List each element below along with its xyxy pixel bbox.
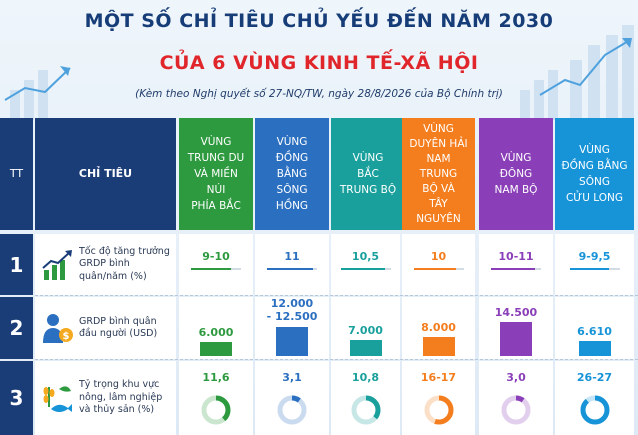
- cell-row2-col4: 8.000: [402, 297, 475, 359]
- grdp-bar: [276, 327, 308, 356]
- grdp-bar: [578, 341, 611, 356]
- agriculture-fish-icon: [43, 386, 72, 412]
- cell-value: 11,6: [202, 371, 230, 384]
- cell-value: 16-17: [420, 371, 457, 384]
- cell-row2-col1: 6.000: [179, 297, 253, 359]
- growth-bar: [267, 268, 313, 270]
- growth-bar: [340, 268, 385, 270]
- cell-value: 6.610: [577, 325, 612, 338]
- cell-value: 10-11: [498, 250, 534, 263]
- header-region-1: VÙNG TRUNG DU VÀ MIỀN NÚI PHÍA BẮC: [179, 118, 253, 230]
- growth-bar: [491, 268, 535, 270]
- grdp-bar: [349, 340, 382, 356]
- cell-row3-col5: 3,0: [479, 361, 553, 435]
- cell-row2-col3: 7.000: [331, 297, 400, 359]
- page-title-line2: CỦA 6 VÙNG KINH TẾ-XÃ HỘI: [159, 52, 479, 74]
- cell-value: 11: [284, 250, 300, 263]
- cell-row2-col6: 6.610: [555, 297, 634, 359]
- cell-row1-col2: 11: [255, 234, 329, 295]
- cell-row1-col4: 10: [402, 234, 475, 295]
- svg-text:$: $: [63, 331, 70, 342]
- cell-value: 10: [430, 250, 447, 263]
- donut-arc: [424, 395, 453, 425]
- agri-share-donut: [424, 395, 453, 425]
- header-region-3: VÙNG BẮC TRUNG BỘ: [331, 118, 405, 230]
- row-label-3: Tỷ trọng khu vực nông, lâm nghiệp và thủ…: [35, 361, 176, 435]
- cell-row3-col4: 16-17: [402, 361, 475, 435]
- cell-value: 14.500: [494, 306, 538, 319]
- row-label-text-2: GRDP bình quân đầu người (USD): [79, 315, 158, 340]
- cell-value: 3,1: [282, 371, 302, 384]
- grdp-bar: [500, 322, 532, 356]
- row-label-text-3: Tỷ trọng khu vực nông, lâm nghiệp và thủ…: [79, 379, 163, 416]
- cell-value: 9-10: [202, 250, 230, 263]
- grdp-bar: [422, 337, 455, 356]
- agri-share-donut: [580, 395, 609, 425]
- donut-arc: [201, 395, 231, 425]
- row-number-3: 3: [0, 361, 33, 435]
- growth-bar: [191, 268, 231, 270]
- growth-bar: [413, 268, 456, 270]
- agri-share-donut: [351, 395, 380, 425]
- cell-value: 3,0: [506, 371, 526, 384]
- cell-row1-col1: 9-10: [179, 234, 253, 295]
- cell-row2-col5: 14.500: [479, 297, 553, 359]
- cell-row1-col6: 9-9,5: [555, 234, 634, 295]
- header-region-5: VÙNG ĐÔNG NAM BỘ: [479, 118, 553, 230]
- cell-value: 10,8: [351, 371, 380, 384]
- row-label-1: Tốc độ tăng trưởng GRDP bình quân/năm (%…: [35, 234, 176, 295]
- header-tt: TT: [0, 118, 33, 230]
- cell-row3-col1: 11,6: [179, 361, 253, 435]
- indicator-table: TT CHỈ TIÊU VÙNG TRUNG DU VÀ MIỀN NÚI PHÍA …: [0, 118, 638, 435]
- growth-chart-icon: [42, 249, 72, 280]
- agri-share-donut: [277, 395, 307, 425]
- header-chi-tieu: CHỈ TIÊU: [35, 118, 176, 230]
- donut-track: [501, 395, 531, 425]
- row-label-text-1: Tốc độ tăng trưởng GRDP bình quân/năm (%…: [79, 245, 170, 282]
- header-region-4: VÙNG DUYÊN HẢI NAM TRUNG BỘ VÀ TÂY NGUYÊN: [402, 118, 475, 230]
- donut-track: [277, 395, 307, 425]
- grdp-bar: [200, 342, 232, 356]
- cell-row3-col2: 3,1: [255, 361, 329, 435]
- cell-value: 8.000: [421, 321, 456, 334]
- row-number-1: 1: [0, 234, 33, 295]
- cell-value: 10,5: [351, 250, 380, 263]
- cell-row3-col6: 26-27: [555, 361, 634, 435]
- header-region-2: VÙNG ĐỒNG BẰNG SÔNG HỒNG: [255, 118, 329, 230]
- donut-arc: [277, 395, 307, 425]
- cell-row3-col3: 10,8: [331, 361, 400, 435]
- row-label-2: $ GRDP bình quân đầu người (USD): [35, 297, 176, 359]
- donut-arc: [580, 395, 609, 425]
- header-region-6: VÙNG ĐỒNG BẰNG SÔNG CỬU LONG: [555, 118, 634, 230]
- cell-value: 7.000: [348, 324, 383, 337]
- row-divider: [35, 359, 638, 360]
- agri-share-donut: [201, 395, 231, 425]
- donut-arc: [351, 395, 380, 425]
- cell-row2-col2: 12.000- 12.500: [255, 297, 329, 359]
- cell-value: 12.000- 12.500: [266, 297, 318, 323]
- cell-value: 6.000: [198, 326, 234, 339]
- cell-row1-col5: 10-11: [479, 234, 553, 295]
- agri-share-donut: [501, 395, 531, 425]
- row-divider: [35, 295, 638, 296]
- cell-value: 26-27: [576, 371, 613, 384]
- person-money-icon: $: [43, 314, 73, 343]
- cell-row1-col3: 10,5: [331, 234, 400, 295]
- donut-arc: [501, 395, 531, 425]
- row-number-2: 2: [0, 297, 33, 359]
- page-title-line1: MỘT SỐ CHỈ TIÊU CHỦ YẾU ĐẾN NĂM 2030: [84, 10, 554, 32]
- growth-bar: [569, 268, 609, 270]
- page-subtitle: (Kèm theo Nghị quyết số 27-NQ/TW, ngày 2…: [135, 88, 503, 100]
- cell-value: 9-9,5: [578, 250, 611, 263]
